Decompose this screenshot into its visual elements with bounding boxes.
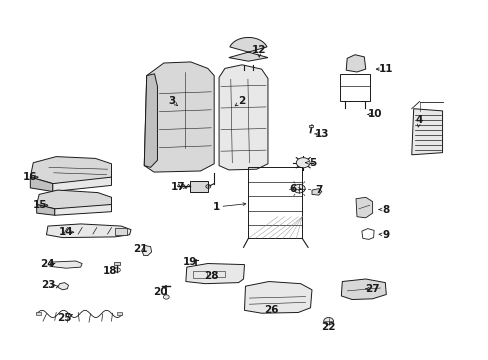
Polygon shape bbox=[142, 246, 151, 256]
Text: 3: 3 bbox=[168, 96, 175, 106]
Text: 20: 20 bbox=[153, 287, 167, 297]
Polygon shape bbox=[219, 65, 267, 170]
Bar bbox=[212, 271, 224, 277]
Text: 26: 26 bbox=[264, 305, 278, 315]
Text: 24: 24 bbox=[41, 258, 55, 269]
Bar bbox=[114, 262, 120, 265]
Text: 13: 13 bbox=[314, 129, 328, 139]
Text: 7: 7 bbox=[314, 185, 322, 195]
Bar bbox=[193, 271, 206, 278]
Polygon shape bbox=[53, 177, 111, 192]
Bar bbox=[36, 312, 41, 315]
Polygon shape bbox=[55, 204, 111, 215]
Text: 9: 9 bbox=[382, 230, 389, 240]
Circle shape bbox=[192, 269, 198, 273]
Polygon shape bbox=[144, 74, 157, 167]
Text: 18: 18 bbox=[102, 266, 117, 276]
Polygon shape bbox=[244, 282, 311, 313]
Circle shape bbox=[163, 295, 169, 299]
Text: 28: 28 bbox=[203, 271, 218, 282]
Bar bbox=[117, 312, 122, 315]
Text: 17: 17 bbox=[171, 182, 185, 192]
Polygon shape bbox=[30, 177, 53, 192]
Polygon shape bbox=[144, 62, 214, 172]
Text: 8: 8 bbox=[382, 204, 389, 215]
Text: 25: 25 bbox=[57, 312, 72, 323]
Text: 15: 15 bbox=[33, 200, 47, 210]
Text: 19: 19 bbox=[182, 257, 197, 267]
Text: 10: 10 bbox=[367, 109, 382, 120]
Polygon shape bbox=[50, 261, 82, 268]
Bar bbox=[189, 181, 208, 192]
Text: 11: 11 bbox=[378, 64, 393, 74]
Polygon shape bbox=[228, 37, 267, 61]
Circle shape bbox=[296, 158, 309, 168]
Polygon shape bbox=[411, 109, 442, 155]
Polygon shape bbox=[58, 283, 68, 290]
Polygon shape bbox=[355, 197, 372, 218]
Text: 23: 23 bbox=[41, 280, 55, 290]
Polygon shape bbox=[346, 55, 365, 72]
Text: 21: 21 bbox=[133, 244, 148, 254]
Polygon shape bbox=[341, 279, 386, 300]
Text: 22: 22 bbox=[321, 322, 335, 332]
Text: 1: 1 bbox=[212, 202, 219, 212]
Text: 27: 27 bbox=[365, 284, 379, 294]
Circle shape bbox=[323, 318, 333, 325]
Polygon shape bbox=[46, 224, 131, 238]
Polygon shape bbox=[311, 189, 321, 195]
Polygon shape bbox=[37, 190, 111, 209]
Bar bbox=[308, 125, 312, 127]
Text: 14: 14 bbox=[59, 227, 74, 237]
Polygon shape bbox=[30, 157, 111, 184]
Polygon shape bbox=[37, 204, 55, 215]
Polygon shape bbox=[185, 264, 244, 284]
Bar bbox=[115, 228, 127, 235]
Text: 12: 12 bbox=[251, 45, 266, 55]
Text: 2: 2 bbox=[238, 96, 245, 106]
Text: 16: 16 bbox=[23, 172, 38, 182]
Text: 5: 5 bbox=[309, 158, 316, 168]
Text: 6: 6 bbox=[289, 184, 296, 194]
Bar bbox=[248, 167, 302, 238]
Bar bbox=[339, 74, 369, 101]
Circle shape bbox=[293, 184, 305, 193]
Text: 4: 4 bbox=[415, 114, 423, 125]
